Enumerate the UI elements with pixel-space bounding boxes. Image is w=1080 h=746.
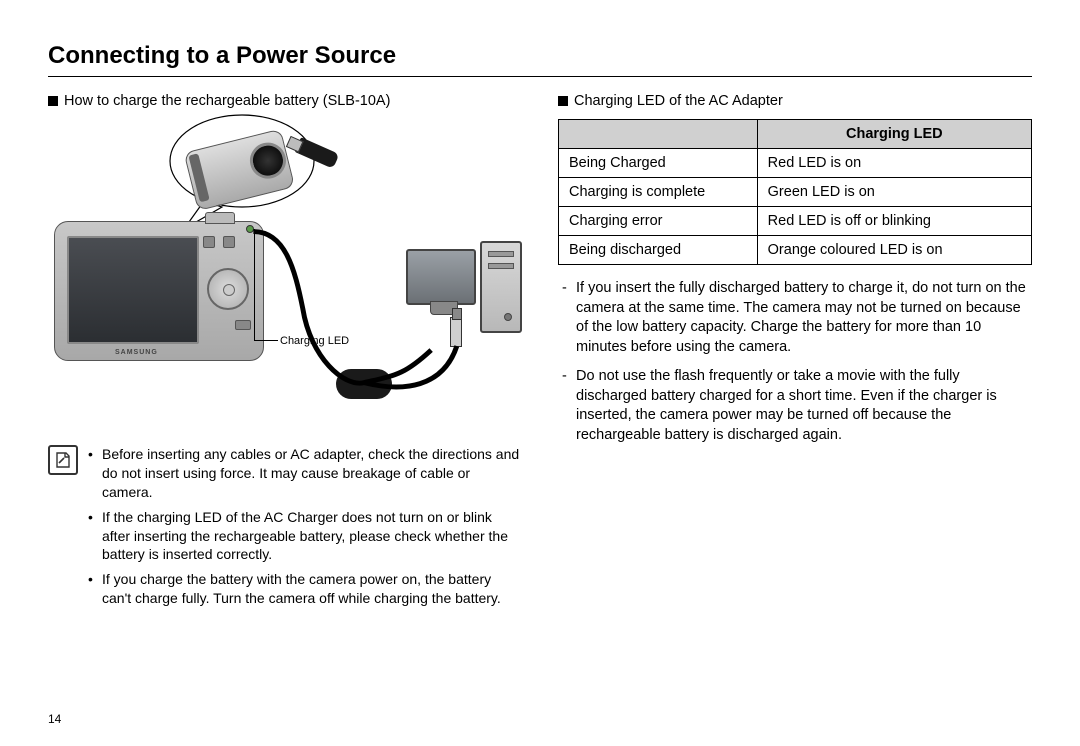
table-cell-led: Red LED is on xyxy=(757,149,1031,178)
table-header-row: Charging LED xyxy=(559,120,1032,149)
content-columns: How to charge the rechargeable battery (… xyxy=(48,93,1032,614)
warning-item: Do not use the flash frequently or take … xyxy=(558,367,1032,445)
warning-item: If you insert the fully discharged batte… xyxy=(558,279,1032,357)
left-subhead-text: How to charge the rechargeable battery (… xyxy=(64,93,390,109)
page-title: Connecting to a Power Source xyxy=(48,42,1032,77)
table-header-blank xyxy=(559,120,758,149)
note-icon xyxy=(48,445,78,475)
table-cell-state: Being discharged xyxy=(559,236,758,265)
table-cell-state: Charging error xyxy=(559,207,758,236)
right-subhead: Charging LED of the AC Adapter xyxy=(558,93,1032,109)
camera-back-icon: SAMSUNG xyxy=(54,221,264,361)
pc-tower-icon xyxy=(480,241,522,333)
table-row: Being Charged Red LED is on xyxy=(559,149,1032,178)
note-block: Before inserting any cables or AC adapte… xyxy=(48,445,522,614)
bullet-square-icon xyxy=(48,96,58,106)
usb-a-plug-icon xyxy=(450,317,462,347)
right-column: Charging LED of the AC Adapter Charging … xyxy=(558,93,1032,614)
table-cell-led: Green LED is on xyxy=(757,178,1031,207)
charging-led-label: Charging LED xyxy=(280,335,349,347)
charging-led-table: Charging LED Being Charged Red LED is on… xyxy=(558,119,1032,265)
monitor-icon xyxy=(406,249,476,305)
note-list: Before inserting any cables or AC adapte… xyxy=(88,445,522,614)
charging-diagram: SAMSUNG Charging LED xyxy=(48,119,522,429)
right-subhead-text: Charging LED of the AC Adapter xyxy=(574,93,783,109)
page-number: 14 xyxy=(48,712,61,726)
note-item: Before inserting any cables or AC adapte… xyxy=(88,445,522,502)
note-item: If the charging LED of the AC Charger do… xyxy=(88,508,522,565)
bullet-square-icon xyxy=(558,96,568,106)
table-cell-state: Charging is complete xyxy=(559,178,758,207)
table-row: Charging is complete Green LED is on xyxy=(559,178,1032,207)
table-header-led: Charging LED xyxy=(757,120,1031,149)
table-cell-state: Being Charged xyxy=(559,149,758,178)
table-row: Being discharged Orange coloured LED is … xyxy=(559,236,1032,265)
ac-adapter-icon xyxy=(336,369,392,399)
left-column: How to charge the rechargeable battery (… xyxy=(48,93,522,614)
camera-brand-label: SAMSUNG xyxy=(115,349,158,356)
warning-list: If you insert the fully discharged batte… xyxy=(558,279,1032,446)
table-row: Charging error Red LED is off or blinkin… xyxy=(559,207,1032,236)
table-cell-led: Red LED is off or blinking xyxy=(757,207,1031,236)
led-leader-line xyxy=(254,229,278,341)
note-item: If you charge the battery with the camer… xyxy=(88,570,522,608)
charging-led-icon xyxy=(246,225,254,233)
left-subhead: How to charge the rechargeable battery (… xyxy=(48,93,522,109)
table-cell-led: Orange coloured LED is on xyxy=(757,236,1031,265)
